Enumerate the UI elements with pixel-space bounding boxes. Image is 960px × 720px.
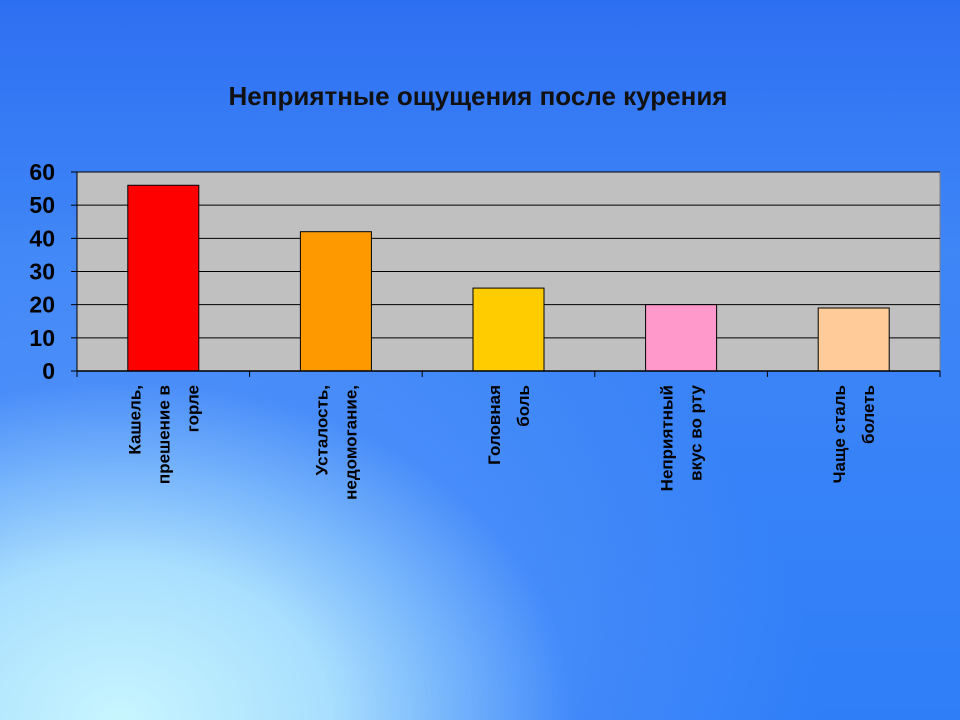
x-tick-label-line: Неприятный [658, 385, 677, 491]
y-tick-labels: 0 10 20 30 40 50 60 [29, 159, 55, 384]
y-tick-label: 0 [42, 358, 55, 384]
y-tick-label: 10 [29, 325, 55, 351]
x-tick-labels: Кашель, прешение в горле Усталость, недомога… [125, 384, 878, 499]
x-tick-label-line: Кашель, [125, 385, 144, 455]
x-tick-label: Неприятный вкус во рту [658, 384, 706, 491]
x-tick-label: Головная боль [485, 385, 533, 465]
x-tick-label: Чаще сталь болеть [830, 385, 878, 483]
bar [645, 304, 718, 372]
x-tick-label-line: Усталость, [312, 385, 331, 475]
x-tick-label-line: вкус во рту [687, 384, 706, 480]
x-tick-label-line: недомогание, [341, 385, 360, 500]
bar [299, 231, 372, 372]
x-tick-label: Усталость, недомогание, [312, 385, 360, 500]
x-tick-label-line: болеть [859, 385, 878, 444]
x-tick-label-line: Головная [485, 385, 504, 465]
y-tick-label: 30 [29, 259, 55, 285]
y-tick-label: 60 [29, 159, 55, 185]
bar [817, 307, 890, 372]
x-tick-label-line: боль [514, 385, 533, 427]
gridlines [77, 171, 940, 339]
x-tick-label-line: прешение в [154, 385, 173, 484]
chart-title: Неприятные ощущения после курения [229, 81, 728, 111]
y-tick-label: 20 [29, 292, 55, 318]
axes [71, 171, 941, 377]
x-tick-label-line: горле [183, 385, 202, 432]
bars [127, 184, 890, 372]
y-tick-label: 40 [29, 225, 55, 251]
x-tick-label: Кашель, прешение в горле [125, 385, 202, 484]
bar [472, 287, 545, 372]
x-tick-label-line: Чаще сталь [830, 385, 849, 483]
y-tick-label: 50 [29, 192, 55, 218]
bar [127, 184, 200, 372]
